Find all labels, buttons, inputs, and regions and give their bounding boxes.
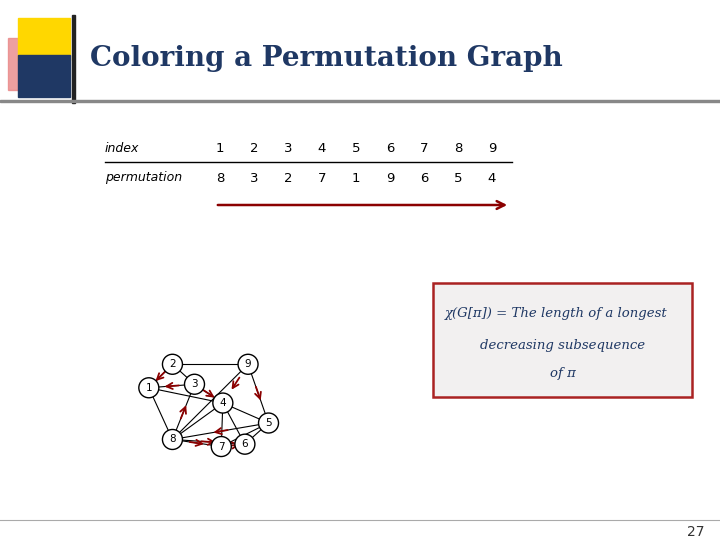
Text: 1: 1 <box>145 383 152 393</box>
Text: 5: 5 <box>265 418 272 428</box>
Text: χ(G[π]) = The length of a longest: χ(G[π]) = The length of a longest <box>445 307 667 320</box>
Text: 4: 4 <box>220 398 226 408</box>
Text: decreasing subsequence: decreasing subsequence <box>480 339 645 352</box>
Text: 1: 1 <box>352 172 360 185</box>
Text: 9: 9 <box>488 141 496 154</box>
Circle shape <box>213 393 233 413</box>
Text: 7: 7 <box>218 442 225 451</box>
Text: 2: 2 <box>169 359 176 369</box>
Bar <box>18 55 70 97</box>
Bar <box>0 100 720 102</box>
Text: 27: 27 <box>688 525 705 539</box>
Circle shape <box>238 354 258 374</box>
Text: 5: 5 <box>352 141 360 154</box>
Text: 6: 6 <box>242 439 248 449</box>
Text: 4: 4 <box>488 172 496 185</box>
Text: 7: 7 <box>420 141 428 154</box>
Circle shape <box>235 434 255 454</box>
Text: 6: 6 <box>386 141 394 154</box>
Text: 3: 3 <box>284 141 292 154</box>
Text: 4: 4 <box>318 141 326 154</box>
Text: permutation: permutation <box>105 172 182 185</box>
Bar <box>72 15 75 103</box>
Text: 6: 6 <box>420 172 428 185</box>
Text: 8: 8 <box>216 172 224 185</box>
Text: 3: 3 <box>250 172 258 185</box>
Text: Coloring a Permutation Graph: Coloring a Permutation Graph <box>90 44 563 71</box>
Circle shape <box>184 374 204 394</box>
Text: 3: 3 <box>192 379 198 389</box>
Circle shape <box>163 354 182 374</box>
Text: 2: 2 <box>250 141 258 154</box>
Text: 5: 5 <box>454 172 462 185</box>
Text: 1: 1 <box>216 141 224 154</box>
Circle shape <box>258 413 279 433</box>
FancyBboxPatch shape <box>433 283 692 397</box>
Text: 8: 8 <box>454 141 462 154</box>
Text: 2: 2 <box>284 172 292 185</box>
Circle shape <box>139 378 159 398</box>
Text: 8: 8 <box>169 435 176 444</box>
Text: 7: 7 <box>318 172 326 185</box>
Text: index: index <box>105 141 140 154</box>
Circle shape <box>211 436 231 456</box>
Bar <box>18 18 70 60</box>
Circle shape <box>163 429 182 449</box>
Text: 9: 9 <box>245 359 251 369</box>
Text: of π: of π <box>549 367 575 380</box>
Bar <box>8 38 43 90</box>
Text: 9: 9 <box>386 172 394 185</box>
